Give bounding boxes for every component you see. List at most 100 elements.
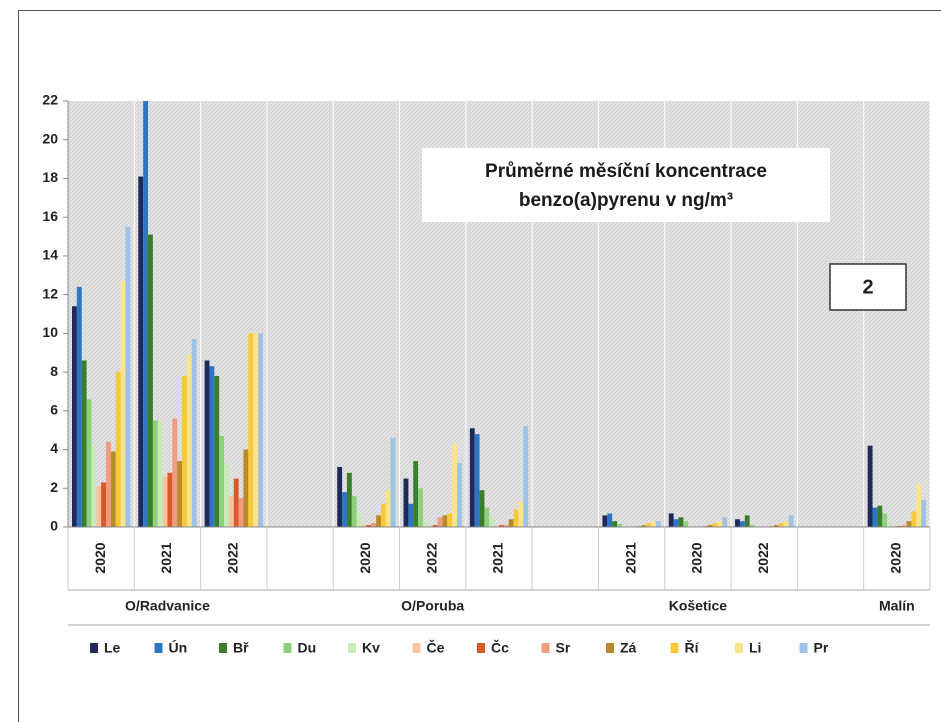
x-tick-label: 2022 — [224, 542, 240, 573]
bar — [901, 525, 907, 527]
bar — [172, 418, 178, 527]
bar — [120, 281, 126, 527]
legend-label: Sr — [556, 640, 571, 656]
bar — [346, 472, 352, 527]
bar — [456, 463, 462, 527]
bar — [773, 525, 779, 527]
bar — [641, 525, 647, 527]
y-tick-label: 10 — [42, 324, 58, 340]
bar — [182, 375, 187, 527]
legend-swatch — [670, 643, 679, 653]
bar — [243, 449, 249, 527]
y-tick-label: 22 — [42, 92, 58, 108]
bar — [143, 101, 149, 527]
bar — [413, 461, 419, 527]
bar — [607, 513, 613, 527]
bar — [351, 496, 357, 527]
bar — [191, 339, 197, 527]
x-tick-label: 2020 — [888, 542, 904, 573]
annotation-box — [829, 263, 907, 311]
bar — [238, 497, 244, 527]
bar — [479, 490, 485, 527]
bar — [469, 428, 475, 527]
bar — [442, 515, 448, 527]
group-label: O/Radvanice — [125, 598, 210, 614]
bar — [86, 399, 92, 527]
bar — [422, 521, 428, 527]
x-tick-label: 2021 — [622, 542, 638, 573]
legend-label: Zá — [620, 640, 637, 656]
bar — [106, 441, 111, 527]
bar — [712, 523, 718, 527]
y-tick-label: 12 — [42, 285, 58, 301]
bar — [371, 523, 377, 527]
bar — [707, 525, 713, 527]
bar — [739, 521, 745, 527]
bar — [342, 492, 347, 527]
legend-label: Le — [104, 640, 121, 656]
bar — [228, 496, 234, 527]
chart-title: Průměrné měsíční koncentrace — [485, 161, 767, 182]
bar — [437, 517, 443, 527]
bar — [735, 519, 740, 527]
bar — [418, 488, 423, 527]
bar — [110, 451, 116, 527]
bar — [484, 507, 490, 527]
legend-swatch — [219, 643, 227, 653]
bar — [81, 360, 87, 527]
bar — [152, 420, 158, 527]
legend-label: Ún — [169, 639, 188, 656]
bar — [778, 523, 784, 527]
frame — [18, 10, 941, 722]
bar — [337, 466, 343, 527]
bar — [872, 507, 878, 527]
y-tick-label: 2 — [50, 479, 58, 495]
legend-swatch — [541, 643, 550, 653]
bar — [602, 515, 608, 527]
bar — [162, 476, 168, 527]
x-tick-label: 2020 — [92, 542, 108, 573]
bar — [474, 434, 480, 527]
legend-label: Bř — [233, 640, 249, 656]
bar — [177, 461, 183, 527]
legend-swatch — [348, 643, 356, 653]
bar — [96, 486, 102, 527]
bar — [906, 521, 912, 527]
bar — [678, 517, 684, 527]
bar — [646, 523, 652, 527]
chart-title: benzo(a)pyrenu v ng/m³ — [519, 190, 733, 211]
bar — [882, 513, 888, 527]
x-tick-label: 2020 — [357, 542, 373, 573]
legend-label: Kv — [362, 640, 380, 656]
bar — [722, 517, 728, 527]
legend-swatch — [606, 643, 614, 653]
bar — [356, 513, 362, 527]
y-tick-label: 0 — [50, 518, 58, 534]
y-tick-label: 14 — [42, 247, 58, 263]
bar — [224, 463, 229, 527]
bar — [518, 501, 524, 527]
bar — [214, 375, 220, 527]
bar — [612, 521, 618, 527]
annotation: 2 — [862, 276, 873, 298]
y-tick-label: 4 — [50, 440, 58, 456]
bar — [209, 366, 215, 527]
bar — [233, 478, 239, 527]
bar — [503, 525, 509, 527]
bar — [76, 286, 82, 527]
bar — [115, 372, 121, 527]
bar — [651, 521, 656, 527]
group-label: Malín — [879, 598, 915, 614]
bar — [683, 521, 689, 527]
bar — [148, 234, 153, 528]
bar — [744, 515, 750, 527]
legend-label: Li — [749, 640, 761, 656]
bar — [390, 437, 396, 527]
bar — [248, 333, 254, 527]
bar — [204, 360, 210, 527]
bar — [867, 445, 873, 527]
bar — [452, 443, 457, 527]
bar — [887, 523, 892, 527]
bar — [749, 525, 755, 527]
